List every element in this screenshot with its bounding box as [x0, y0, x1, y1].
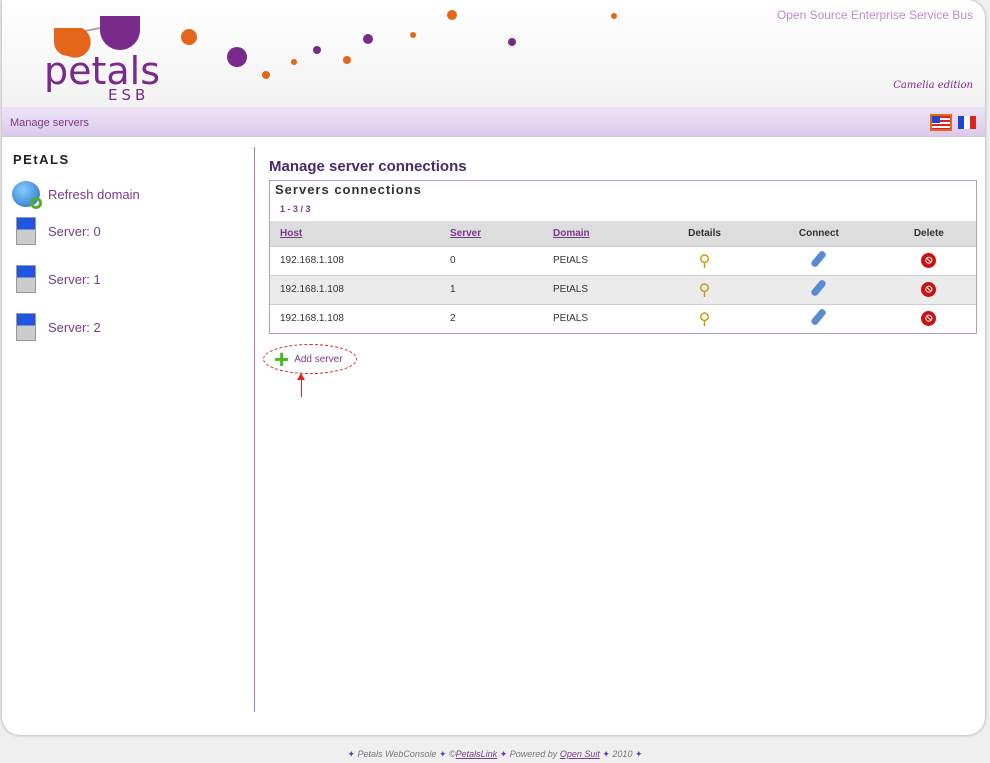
host-cell: 192.168.1.108 [270, 303, 440, 333]
panel-title: Servers connections [275, 182, 422, 197]
connect-plug-icon[interactable] [810, 249, 828, 269]
delete-icon[interactable]: ⦸ [921, 282, 937, 297]
sidebar-item-label: Refresh domain [48, 186, 140, 202]
server-icon [12, 217, 40, 245]
edition-label: Camelia edition [893, 80, 973, 91]
servers-panel: Servers connections 1 - 3 / 3 Host Serve… [269, 180, 977, 334]
annotation-arrow [297, 373, 305, 397]
page-frame: petals ESB Open Source Enterprise Servic… [2, 0, 985, 735]
sidebar-divider [254, 147, 255, 712]
server-cell: 0 [440, 245, 543, 275]
table-row: 192.168.1.108 1 PEtALS ⚲ ⦸ [270, 274, 976, 304]
footer-copyright: © [449, 749, 456, 759]
sidebar-item-label: Server: 1 [48, 271, 101, 287]
header: petals ESB Open Source Enterprise Servic… [2, 0, 985, 107]
pager: 1 - 3 / 3 [280, 204, 311, 214]
server-icon [12, 265, 40, 293]
add-server-button[interactable]: + Add server [263, 344, 357, 374]
sidebar-item-label: Server: 2 [48, 319, 101, 335]
opensuit-link[interactable]: Open Suit [559, 749, 600, 759]
connect-plug-icon[interactable] [810, 308, 828, 327]
sidebar-item-refresh-domain[interactable]: Refresh domain [12, 181, 140, 209]
sidebar-item-server-0[interactable]: Server: 0 [12, 217, 101, 245]
footer: ✦ Petals WebConsole ✦ ©PetalsLink ✦ Powe… [347, 749, 643, 759]
connect-plug-icon[interactable] [810, 278, 828, 298]
svg-text:petals: petals [44, 49, 160, 93]
petalslink-link[interactable]: PetalsLink [455, 749, 498, 759]
sort-server[interactable]: Server [450, 227, 482, 239]
flag-fr-icon[interactable] [958, 116, 976, 129]
add-server-label: Add server [294, 353, 343, 365]
col-details: Details [653, 221, 757, 246]
delete-icon[interactable]: ⦸ [921, 253, 937, 268]
col-delete: Delete [881, 221, 976, 246]
breadcrumb[interactable]: Manage servers [10, 117, 89, 129]
host-cell: 192.168.1.108 [270, 245, 440, 275]
page-title: Manage server connections [269, 158, 467, 175]
domain-cell: PEtALS [543, 303, 653, 333]
domain-cell: PEtALS [543, 245, 653, 275]
navbar: Manage servers [2, 107, 985, 137]
sidebar-title: PEtALS [13, 152, 70, 167]
footer-app: Petals WebConsole [357, 749, 437, 759]
server-cell: 2 [440, 303, 543, 333]
footer-year: 2010 [612, 749, 633, 759]
server-cell: 1 [440, 274, 543, 304]
petals-logo: petals ESB [44, 16, 160, 104]
table-row: 192.168.1.108 2 PEtALS ⚲ ⦸ [270, 303, 976, 333]
col-connect: Connect [756, 221, 882, 246]
svg-text:ESB: ESB [108, 86, 149, 104]
servers-table: Host Server Domain Details Connect Delet… [270, 221, 976, 333]
delete-icon[interactable]: ⦸ [921, 311, 937, 327]
sidebar-item-label: Server: 0 [48, 223, 101, 239]
sidebar-item-server-1[interactable]: Server: 1 [12, 265, 101, 293]
server-icon [12, 313, 40, 341]
petals-decoration [181, 10, 617, 79]
magnifier-icon[interactable]: ⚲ [698, 252, 711, 270]
footer-powered: Powered by [509, 749, 558, 759]
host-cell: 192.168.1.108 [270, 274, 440, 304]
sort-host[interactable]: Host [280, 227, 303, 239]
flag-us-icon[interactable] [930, 114, 952, 131]
domain-cell: PEtALS [543, 274, 653, 304]
plus-icon: + [274, 344, 290, 374]
sort-domain[interactable]: Domain [553, 227, 590, 239]
magnifier-icon[interactable]: ⚲ [698, 281, 711, 299]
tagline: Open Source Enterprise Service Bus [776, 8, 973, 22]
globe-refresh-icon [12, 181, 42, 209]
magnifier-icon[interactable]: ⚲ [698, 310, 711, 328]
sidebar-item-server-2[interactable]: Server: 2 [12, 313, 101, 341]
table-row: 192.168.1.108 0 PEtALS ⚲ ⦸ [270, 245, 976, 275]
sidebar: PEtALS Refresh domain Server: 0 Server: … [2, 137, 255, 735]
